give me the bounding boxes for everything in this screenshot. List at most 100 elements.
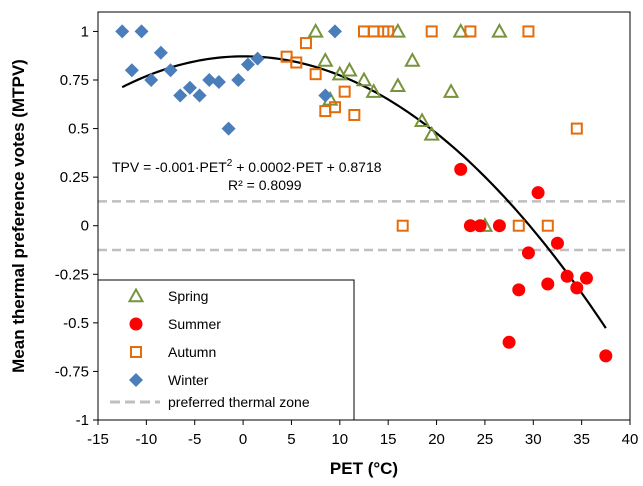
point-autumn	[425, 25, 438, 38]
x-tick-label: 15	[380, 431, 397, 448]
point-spring	[442, 83, 460, 98]
point-autumn	[464, 25, 477, 38]
point-spring	[491, 22, 508, 38]
point-spring	[389, 22, 407, 38]
point-spring	[389, 77, 407, 93]
legend-box	[97, 279, 355, 421]
fit-r-squared: R² = 0.8099	[228, 177, 302, 193]
point-autumn	[367, 25, 380, 38]
fit-equation-superscript: 2	[227, 158, 233, 169]
y-tick-label: 0.25	[60, 169, 89, 186]
point-spring	[341, 61, 358, 77]
y-tick-label: -0.25	[55, 266, 89, 283]
point-autumn	[348, 108, 361, 121]
point-winter	[318, 88, 333, 103]
point-summer	[521, 246, 535, 260]
point-winter	[327, 24, 342, 39]
point-winter	[182, 80, 197, 95]
y-tick-label: 0.75	[60, 72, 89, 89]
point-spring	[452, 22, 469, 38]
x-tick-label: 35	[573, 431, 590, 448]
point-summer	[531, 186, 545, 200]
x-axis-title: PET (°C)	[330, 459, 398, 478]
x-tick-label: 30	[525, 431, 542, 448]
point-summer	[599, 349, 613, 363]
x-tick-label: 25	[477, 431, 494, 448]
point-winter	[231, 73, 246, 87]
legend-label-winter: Winter	[168, 372, 209, 388]
point-autumn	[541, 219, 554, 232]
point-summer	[570, 281, 584, 295]
x-tick-label: 10	[331, 431, 348, 448]
point-winter	[134, 24, 149, 39]
y-tick-labels: -1 -0.75 -0.5 -0.25 0 0.25 0.5 0.75 1	[55, 23, 89, 429]
point-spring	[404, 52, 421, 67]
fit-curve	[121, 55, 607, 329]
point-summer	[454, 162, 468, 176]
point-winter	[211, 74, 226, 89]
legend: Spring Summer Autumn Winter preferred therma…	[97, 279, 355, 421]
point-autumn	[570, 122, 583, 135]
point-summer	[502, 335, 516, 349]
legend-label-preferred-zone: preferred thermal zone	[168, 394, 310, 410]
legend-marker-spring	[127, 287, 145, 303]
point-winter	[144, 73, 159, 87]
point-autumn	[396, 219, 409, 232]
point-autumn	[522, 25, 535, 38]
point-winter	[202, 73, 217, 87]
point-summer	[492, 219, 506, 233]
y-tick-label: -0.5	[63, 315, 89, 332]
point-autumn	[512, 219, 525, 232]
point-winter	[153, 45, 168, 60]
x-tick-label: 0	[239, 431, 247, 448]
point-winter	[173, 88, 188, 103]
data-points	[115, 22, 613, 363]
legend-label-spring: Spring	[168, 288, 208, 304]
point-winter	[115, 24, 130, 39]
point-autumn	[319, 105, 332, 118]
y-axis-title: Mean thermal preference votes (MTPV)	[9, 59, 28, 373]
point-autumn	[290, 56, 303, 69]
point-summer	[473, 219, 487, 233]
x-tick-label: 20	[428, 431, 445, 448]
legend-marker-autumn	[130, 346, 142, 358]
x-tick-label: 5	[287, 431, 295, 448]
x-tick-label: 40	[622, 431, 639, 448]
axis-ticks	[93, 30, 631, 425]
point-spring	[365, 83, 382, 98]
x-tick-labels: -15 -10 -5 0 5 10 15 20 25 30 35 40	[87, 431, 638, 448]
point-winter	[221, 121, 236, 136]
y-tick-label: 0.5	[68, 121, 89, 138]
point-autumn	[358, 25, 370, 38]
legend-label-autumn: Autumn	[168, 344, 216, 360]
point-winter	[240, 57, 255, 72]
x-tick-label: -15	[87, 431, 109, 448]
fit-equation: TPV = -0.001·PET2 + 0.0002·PET + 0.8718	[112, 158, 382, 175]
point-spring	[423, 125, 440, 141]
legend-label-summer: Summer	[168, 316, 221, 332]
point-winter	[192, 88, 207, 103]
point-spring	[307, 22, 324, 38]
fit-curve-layer	[121, 55, 607, 329]
x-tick-label: -10	[136, 431, 158, 448]
point-spring	[355, 71, 373, 87]
point-summer	[560, 269, 574, 283]
point-autumn	[338, 85, 351, 98]
point-summer	[512, 283, 526, 297]
point-autumn	[382, 25, 395, 38]
fit-equation-part1: TPV = -0.001·PET	[112, 159, 227, 175]
point-summer	[579, 271, 593, 285]
legend-marker-winter	[129, 373, 143, 387]
y-tick-label: 1	[81, 23, 89, 40]
point-spring	[317, 52, 334, 67]
legend-marker-summer	[129, 317, 143, 331]
point-winter	[250, 51, 265, 66]
y-tick-label: -0.75	[55, 363, 89, 380]
point-summer	[550, 236, 564, 250]
point-spring	[413, 112, 431, 127]
plot-area-frame	[97, 11, 631, 421]
point-autumn	[299, 37, 312, 50]
point-summer	[541, 277, 555, 291]
point-autumn	[309, 68, 322, 81]
